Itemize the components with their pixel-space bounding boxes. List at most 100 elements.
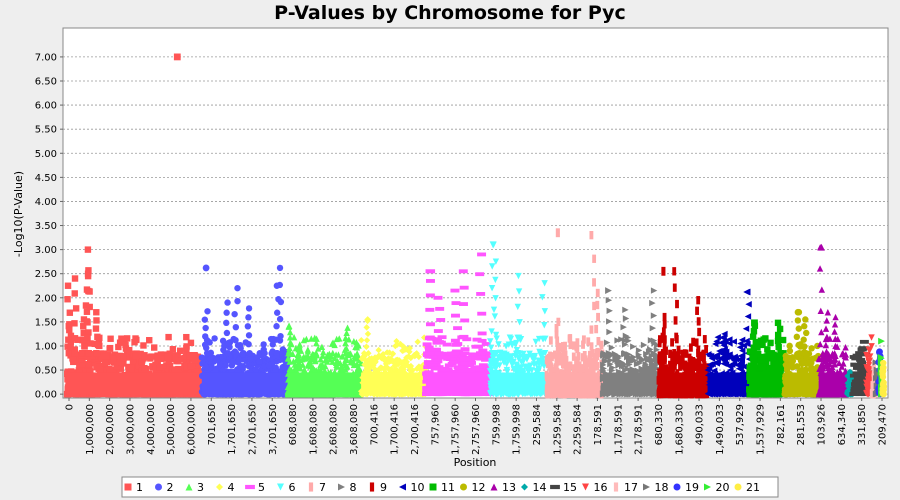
data-point-band <box>67 372 202 395</box>
data-point <box>239 351 246 358</box>
data-point <box>132 352 139 360</box>
y-tick-label: 2.50 <box>35 269 57 280</box>
data-point <box>571 352 576 361</box>
data-point <box>171 366 178 374</box>
data-point <box>331 341 338 349</box>
data-point <box>110 355 117 363</box>
data-point <box>67 349 75 357</box>
data-point <box>203 349 211 357</box>
data-point <box>608 367 616 374</box>
data-point <box>424 345 434 350</box>
data-point <box>71 290 78 297</box>
data-point <box>74 357 81 364</box>
data-point <box>595 288 600 298</box>
data-point <box>344 363 351 370</box>
data-point <box>111 359 119 366</box>
data-point <box>350 337 358 345</box>
data-point <box>425 293 435 298</box>
data-point <box>521 354 528 361</box>
data-point <box>696 317 701 326</box>
series-1-points <box>63 53 205 398</box>
data-point <box>518 358 525 366</box>
y-tick-label: 1.00 <box>35 341 57 352</box>
data-point-band <box>658 372 708 395</box>
data-point <box>361 361 368 368</box>
data-point <box>93 317 100 324</box>
data-point <box>273 323 280 330</box>
data-point <box>589 363 594 372</box>
data-point <box>342 356 349 363</box>
data-point <box>514 334 521 341</box>
data-point <box>107 335 114 342</box>
data-point <box>477 331 487 336</box>
data-point <box>273 349 280 357</box>
data-point <box>84 334 91 341</box>
data-point <box>269 341 276 348</box>
data-point <box>580 364 585 373</box>
data-point <box>433 329 443 333</box>
data-point <box>576 352 581 361</box>
data-point <box>303 335 310 343</box>
data-point <box>577 361 582 370</box>
data-point <box>635 347 643 354</box>
data-point <box>320 348 327 356</box>
data-point <box>84 319 91 326</box>
data-point <box>245 305 253 312</box>
data-point <box>459 334 469 339</box>
data-point <box>407 367 414 374</box>
data-point <box>106 344 114 352</box>
data-point <box>337 359 344 367</box>
data-point <box>80 329 87 337</box>
data-point <box>471 356 481 361</box>
data-point <box>668 349 672 359</box>
data-point <box>624 353 631 361</box>
data-point <box>532 338 539 346</box>
data-point <box>237 345 244 352</box>
data-point <box>649 324 657 332</box>
data-point <box>459 356 469 361</box>
data-point <box>319 363 326 371</box>
data-point <box>66 326 73 334</box>
data-point <box>535 358 543 366</box>
data-point <box>662 320 667 329</box>
data-point <box>541 308 549 315</box>
data-point <box>621 341 629 348</box>
data-point <box>517 364 525 371</box>
data-point <box>622 367 629 374</box>
data-point <box>497 349 504 356</box>
data-point <box>450 369 460 374</box>
data-point <box>734 362 742 369</box>
data-point <box>661 364 666 373</box>
data-point <box>458 366 468 371</box>
data-point <box>680 353 685 363</box>
data-point <box>82 302 90 309</box>
data-point <box>620 323 627 331</box>
data-point <box>730 338 737 345</box>
data-point <box>176 369 184 376</box>
data-point <box>158 355 165 362</box>
data-point <box>705 368 710 377</box>
chart-title: P-Values by Chromosome for Pyc <box>274 2 626 24</box>
data-point <box>707 361 714 368</box>
data-point <box>462 368 472 373</box>
data-point <box>202 333 209 340</box>
data-point <box>303 354 310 361</box>
data-point <box>261 350 268 357</box>
data-point <box>460 351 470 356</box>
data-point <box>603 339 611 346</box>
data-point <box>406 348 413 355</box>
data-point <box>590 349 595 358</box>
data-point <box>554 323 559 333</box>
data-point <box>244 323 252 330</box>
data-point <box>559 352 563 362</box>
data-point <box>650 349 658 357</box>
y-tick-label: 0.50 <box>35 366 57 377</box>
series-2-points <box>198 264 291 398</box>
data-point <box>555 336 560 345</box>
data-point <box>477 311 487 316</box>
y-tick-label: 4.50 <box>35 173 57 184</box>
data-point <box>120 354 127 362</box>
data-point <box>223 329 231 337</box>
data-point <box>495 341 502 348</box>
data-point <box>482 351 492 356</box>
